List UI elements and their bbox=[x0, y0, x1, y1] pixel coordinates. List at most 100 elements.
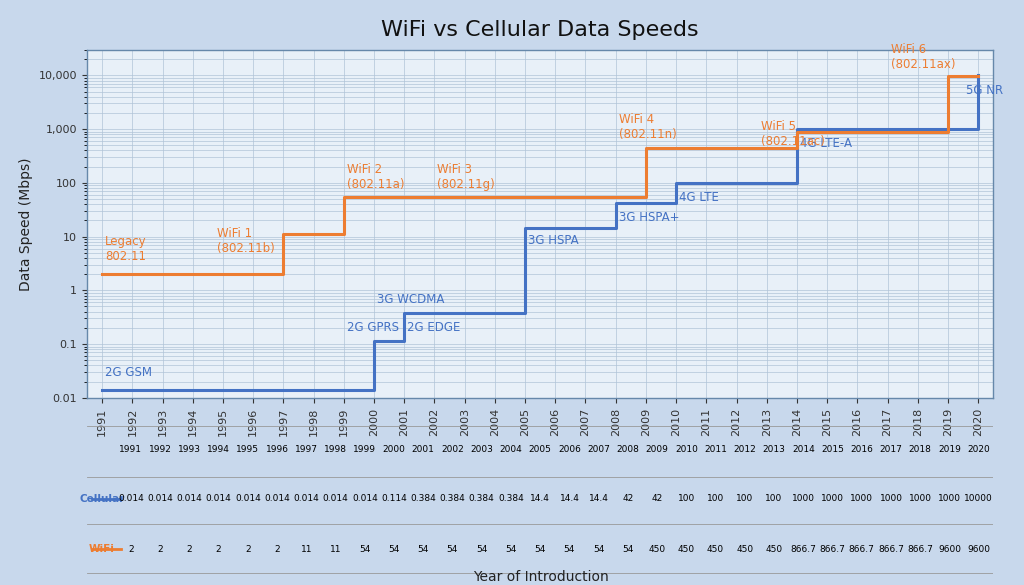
Text: 100: 100 bbox=[678, 494, 695, 503]
Text: 1997: 1997 bbox=[295, 445, 317, 455]
Text: 1000: 1000 bbox=[821, 494, 844, 503]
Text: 54: 54 bbox=[388, 545, 399, 554]
WiFi bbox=[247, 271, 259, 278]
Cellular bbox=[882, 126, 894, 133]
Cellular bbox=[791, 126, 803, 133]
Text: 0.384: 0.384 bbox=[411, 494, 436, 503]
Text: 1000: 1000 bbox=[880, 494, 902, 503]
Text: WiFi 3
(802.11g): WiFi 3 (802.11g) bbox=[437, 163, 496, 191]
Line: Cellular: Cellular bbox=[102, 75, 978, 390]
Text: WiFi: WiFi bbox=[89, 545, 115, 555]
Text: Legacy
802.11: Legacy 802.11 bbox=[105, 235, 146, 263]
Y-axis label: Data Speed (Mbps): Data Speed (Mbps) bbox=[19, 157, 33, 291]
Text: 2002: 2002 bbox=[441, 445, 464, 455]
Text: 54: 54 bbox=[563, 545, 575, 554]
WiFi bbox=[942, 73, 954, 80]
Text: WiFi 6
(802.11ax): WiFi 6 (802.11ax) bbox=[891, 43, 955, 71]
Text: 4G LTE-A: 4G LTE-A bbox=[800, 137, 852, 150]
Text: 2007: 2007 bbox=[587, 445, 610, 455]
Cellular bbox=[278, 387, 290, 394]
Text: 0.014: 0.014 bbox=[264, 494, 290, 503]
Text: 0.384: 0.384 bbox=[469, 494, 495, 503]
Text: 1996: 1996 bbox=[265, 445, 289, 455]
WiFi bbox=[761, 144, 773, 152]
Text: 1991: 1991 bbox=[120, 445, 142, 455]
WiFi bbox=[730, 144, 742, 152]
Text: 866.7: 866.7 bbox=[878, 545, 904, 554]
WiFi bbox=[217, 271, 229, 278]
Text: 2008: 2008 bbox=[616, 445, 639, 455]
WiFi bbox=[640, 144, 652, 152]
Text: 100: 100 bbox=[707, 494, 724, 503]
Text: 2018: 2018 bbox=[908, 445, 932, 455]
Text: 2: 2 bbox=[128, 545, 134, 554]
Text: 0.014: 0.014 bbox=[352, 494, 378, 503]
Cellular bbox=[247, 387, 259, 394]
Text: 2003: 2003 bbox=[470, 445, 494, 455]
Text: 14.4: 14.4 bbox=[530, 494, 550, 503]
Text: 0.384: 0.384 bbox=[498, 494, 524, 503]
Text: 14.4: 14.4 bbox=[589, 494, 608, 503]
WiFi bbox=[821, 129, 834, 136]
Text: 2: 2 bbox=[158, 545, 163, 554]
Cellular bbox=[307, 387, 319, 394]
Text: 450: 450 bbox=[707, 545, 724, 554]
WiFi bbox=[580, 194, 592, 201]
Text: 450: 450 bbox=[648, 545, 666, 554]
Text: 2017: 2017 bbox=[880, 445, 902, 455]
Text: 54: 54 bbox=[623, 545, 634, 554]
Text: 2020: 2020 bbox=[968, 445, 990, 455]
Cellular bbox=[398, 309, 411, 316]
Text: 2015: 2015 bbox=[821, 445, 844, 455]
Text: 866.7: 866.7 bbox=[907, 545, 933, 554]
Text: 2014: 2014 bbox=[792, 445, 815, 455]
WiFi bbox=[519, 194, 531, 201]
WiFi bbox=[700, 144, 713, 152]
WiFi bbox=[126, 271, 138, 278]
Text: 2000: 2000 bbox=[383, 445, 406, 455]
WiFi bbox=[972, 73, 984, 80]
Text: 2012: 2012 bbox=[733, 445, 756, 455]
WiFi bbox=[96, 271, 109, 278]
Cellular bbox=[609, 199, 622, 207]
Text: 2011: 2011 bbox=[705, 445, 727, 455]
Text: 0.114: 0.114 bbox=[381, 494, 407, 503]
Text: 0.384: 0.384 bbox=[439, 494, 465, 503]
Text: WiFi 1
(802.11b): WiFi 1 (802.11b) bbox=[217, 227, 274, 255]
WiFi bbox=[186, 271, 199, 278]
Text: 0.014: 0.014 bbox=[294, 494, 319, 503]
WiFi bbox=[398, 194, 411, 201]
Text: WiFi 4
(802.11n): WiFi 4 (802.11n) bbox=[618, 113, 677, 141]
Cellular bbox=[157, 387, 169, 394]
Text: 2G GPRS: 2G GPRS bbox=[347, 321, 398, 334]
Text: 1995: 1995 bbox=[237, 445, 259, 455]
Cellular bbox=[186, 387, 199, 394]
WiFi bbox=[488, 194, 501, 201]
Cellular bbox=[730, 180, 742, 187]
Text: 3G HSPA: 3G HSPA bbox=[528, 235, 579, 247]
Text: 100: 100 bbox=[736, 494, 754, 503]
WiFi bbox=[459, 194, 471, 201]
Text: 0.014: 0.014 bbox=[206, 494, 231, 503]
Text: 2016: 2016 bbox=[850, 445, 873, 455]
Text: 1000: 1000 bbox=[792, 494, 815, 503]
Text: 54: 54 bbox=[593, 545, 604, 554]
Text: 100: 100 bbox=[765, 494, 782, 503]
Text: 2G EDGE: 2G EDGE bbox=[408, 321, 461, 334]
Text: 2013: 2013 bbox=[763, 445, 785, 455]
WiFi bbox=[791, 129, 803, 136]
WiFi bbox=[338, 194, 350, 201]
Text: 2: 2 bbox=[216, 545, 221, 554]
Text: 1992: 1992 bbox=[148, 445, 172, 455]
Text: 1994: 1994 bbox=[207, 445, 230, 455]
Text: 1998: 1998 bbox=[324, 445, 347, 455]
Text: 11: 11 bbox=[300, 545, 312, 554]
WiFi bbox=[882, 129, 894, 136]
WiFi bbox=[851, 129, 863, 136]
Text: 2001: 2001 bbox=[412, 445, 434, 455]
Cellular bbox=[338, 387, 350, 394]
Text: 54: 54 bbox=[418, 545, 429, 554]
Text: 0.014: 0.014 bbox=[147, 494, 173, 503]
Text: 1993: 1993 bbox=[178, 445, 201, 455]
Text: 2019: 2019 bbox=[938, 445, 961, 455]
